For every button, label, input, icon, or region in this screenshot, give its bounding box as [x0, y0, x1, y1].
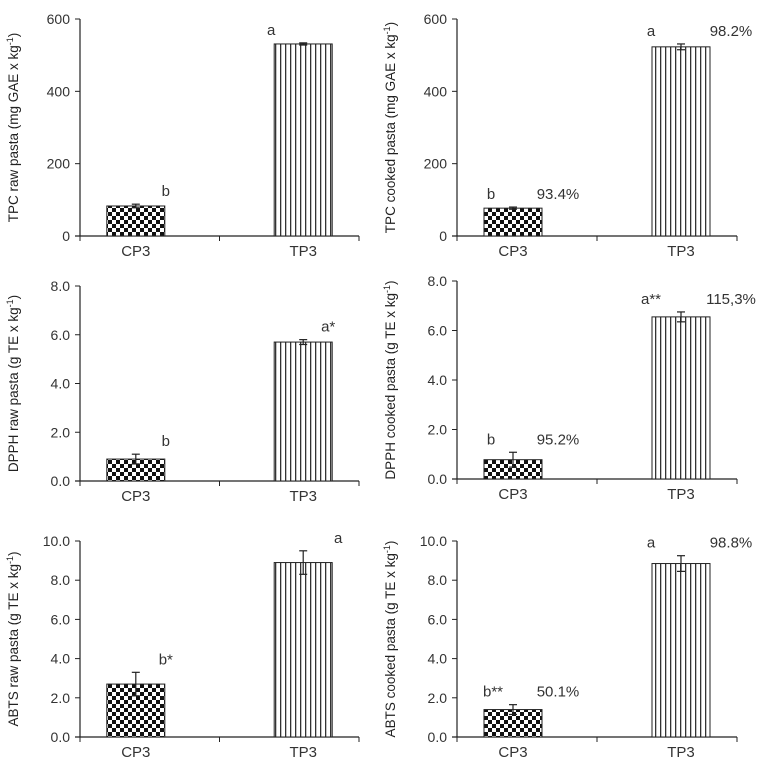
- y-tick-label: 200: [47, 156, 71, 172]
- y-tick-label: 8.0: [428, 273, 448, 289]
- significance-letter: b: [162, 183, 170, 200]
- y-axis-label: ABTS raw pasta (g TE x kg-1): [5, 551, 21, 726]
- y-tick-label: 0: [439, 228, 447, 244]
- x-tick-label: TP3: [289, 243, 317, 260]
- x-tick-label: TP3: [667, 744, 695, 761]
- y-tick-label: 4.0: [51, 376, 71, 392]
- bar-cp3: [106, 205, 166, 237]
- significance-letter: a*: [321, 319, 335, 336]
- y-tick-label: 6.0: [428, 323, 448, 339]
- y-tick-label: 2.0: [51, 690, 71, 706]
- y-tick-label: 8.0: [51, 278, 71, 294]
- bar-tp3: [651, 46, 711, 237]
- retention-percent: 50.1%: [537, 684, 580, 701]
- x-tick-label: CP3: [121, 488, 150, 505]
- bar-tp3: [273, 562, 333, 738]
- y-tick-label: 6.0: [51, 611, 71, 627]
- y-tick-label: 0.0: [51, 729, 71, 745]
- y-tick-label: 200: [424, 156, 448, 172]
- bar-cp3: [483, 207, 543, 237]
- y-tick-label: 8.0: [51, 572, 71, 588]
- bar-tp3: [651, 563, 711, 738]
- y-tick-label: 600: [47, 11, 71, 27]
- panel-dpph-raw: 0.0 2.0 4.0 6.0 8.0 DPPH raw pasta (g TE x kg…: [5, 278, 360, 505]
- y-tick-label: 0.0: [51, 473, 71, 489]
- retention-percent: 115,3%: [706, 291, 756, 308]
- significance-letter: b**: [483, 684, 503, 701]
- y-tick-label: 2.0: [428, 422, 448, 438]
- x-tick-label: CP3: [498, 243, 527, 260]
- x-tick-label: TP3: [667, 243, 695, 260]
- y-axis-label: DPPH cooked pasta (g TE x kg-1): [382, 280, 398, 479]
- y-axis-label: TPC raw pasta (mg GAE x kg-1): [5, 33, 21, 223]
- bar-tp3: [273, 43, 333, 237]
- y-tick-label: 4.0: [428, 651, 448, 667]
- y-tick-label: 8.0: [428, 572, 448, 588]
- retention-percent: 98.8%: [710, 535, 753, 552]
- y-tick-label: 6.0: [428, 611, 448, 627]
- panel-abts-cooked: 0.0 2.0 4.0 6.0 8.0 10.0 ABTS cooked pasta (g …: [382, 533, 752, 761]
- x-tick-label: CP3: [498, 486, 527, 503]
- y-tick-label: 400: [424, 83, 448, 99]
- bar-tp3: [273, 341, 333, 482]
- retention-percent: 98.2%: [710, 23, 753, 40]
- significance-letter: a: [647, 23, 656, 40]
- significance-letter: a: [334, 530, 343, 547]
- x-tick-label: TP3: [289, 744, 317, 761]
- y-tick-label: 4.0: [51, 651, 71, 667]
- y-tick-label: 2.0: [51, 424, 71, 440]
- y-tick-label: 0: [62, 228, 70, 244]
- significance-letter: a: [267, 22, 276, 39]
- retention-percent: 93.4%: [537, 186, 580, 203]
- significance-letter: a: [647, 535, 656, 552]
- panel-dpph-cooked: 0.0 2.0 4.0 6.0 8.0 DPPH cooked pasta (g TE x…: [382, 273, 756, 503]
- y-tick-label: 400: [47, 83, 71, 99]
- x-tick-label: CP3: [121, 243, 150, 260]
- y-tick-label: 2.0: [428, 690, 448, 706]
- x-tick-label: CP3: [498, 744, 527, 761]
- x-tick-label: TP3: [289, 488, 317, 505]
- x-tick-label: CP3: [121, 744, 150, 761]
- y-tick-label: 600: [424, 11, 448, 27]
- significance-letter: a**: [641, 291, 661, 308]
- panel-tpc-cooked: 0 200 400 600 TPC cooked pasta (mg GAE x kg-…: [382, 11, 752, 260]
- panel-tpc-raw: 0 200 400 600 TPC raw pasta (mg GAE x kg-1) C…: [5, 11, 360, 260]
- y-tick-label: 6.0: [51, 327, 71, 343]
- y-tick-label: 4.0: [428, 372, 448, 388]
- y-axis-label: DPPH raw pasta (g TE x kg-1): [5, 295, 21, 472]
- y-axis-label: TPC cooked pasta (mg GAE x kg-1): [382, 22, 398, 233]
- significance-letter: b*: [159, 651, 173, 668]
- panel-abts-raw: 0.0 2.0 4.0 6.0 8.0 10.0 ABTS raw pasta (g TE …: [5, 530, 360, 761]
- y-tick-label: 0.0: [428, 471, 448, 487]
- retention-percent: 95.2%: [537, 431, 580, 448]
- y-axis-label: ABTS cooked pasta (g TE x kg-1): [382, 541, 398, 738]
- y-tick-label: 10.0: [43, 533, 70, 549]
- significance-letter: b: [487, 431, 495, 448]
- y-tick-label: 0.0: [428, 729, 448, 745]
- bar-tp3: [651, 316, 711, 480]
- x-tick-label: TP3: [667, 486, 695, 503]
- significance-letter: b: [487, 186, 495, 203]
- y-tick-label: 10.0: [420, 533, 447, 549]
- significance-letter: b: [162, 433, 170, 450]
